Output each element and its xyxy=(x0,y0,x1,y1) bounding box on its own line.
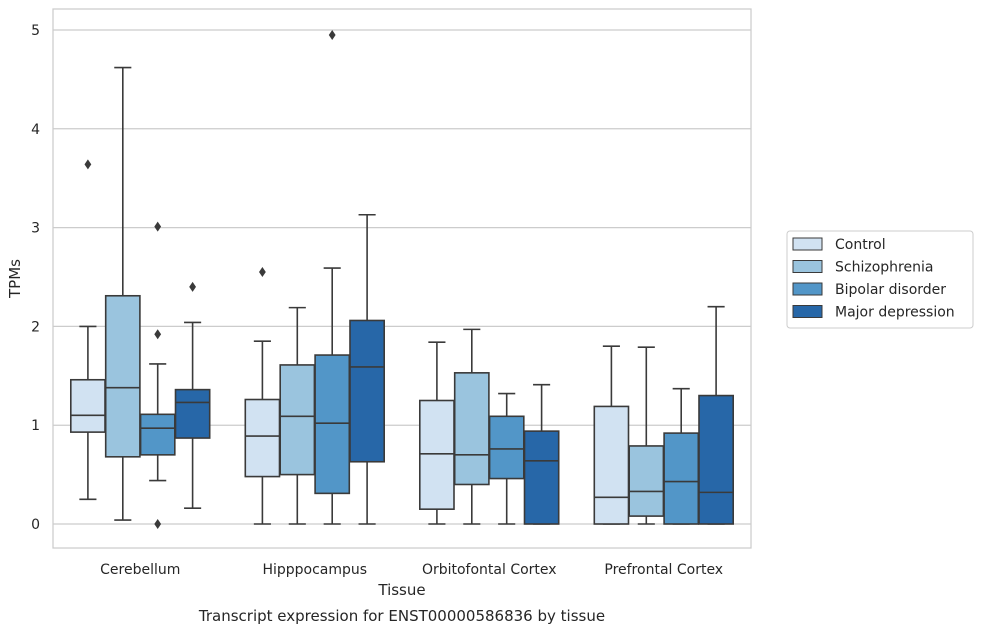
box-iqr xyxy=(628,445,665,517)
box-iqr xyxy=(453,372,490,486)
y-tick-label: 3 xyxy=(31,221,40,237)
box-major-depression xyxy=(349,213,386,525)
outlier-marker xyxy=(328,29,336,40)
legend-frame xyxy=(786,230,974,329)
box-schizophrenia xyxy=(628,346,665,525)
box-schizophrenia xyxy=(453,328,490,525)
box-iqr xyxy=(593,405,630,525)
legend-entry: Schizophrenia xyxy=(835,260,933,276)
box-control xyxy=(418,341,455,525)
y-tick-label: 2 xyxy=(31,319,40,335)
box-iqr xyxy=(349,319,386,463)
box-schizophrenia xyxy=(104,66,141,521)
box-iqr xyxy=(104,294,141,458)
box-bipolar-disorder xyxy=(663,387,700,525)
outlier-marker xyxy=(259,267,266,278)
legend-swatch xyxy=(792,237,823,251)
legend-entry: Control xyxy=(835,237,886,253)
legend-swatch xyxy=(792,305,823,318)
box-major-depression xyxy=(698,305,735,525)
legend-entry: Major depression xyxy=(835,305,955,321)
x-tick-label: Orbitofontal Cortex xyxy=(422,562,557,578)
chart-caption: Transcript expression for ENST0000058683… xyxy=(198,607,605,625)
x-tick-label: Prefrontal Cortex xyxy=(604,562,723,578)
box-bipolar-disorder xyxy=(314,29,351,525)
x-axis-label: Tissue xyxy=(377,581,425,599)
box-iqr xyxy=(663,432,700,525)
box-plot-marks xyxy=(69,29,735,529)
box-bipolar-disorder xyxy=(139,221,176,529)
box-major-depression xyxy=(174,281,211,509)
box-iqr xyxy=(314,354,351,495)
box-iqr xyxy=(698,394,735,525)
box-iqr xyxy=(279,364,316,476)
box-iqr xyxy=(69,378,106,433)
box-control xyxy=(593,345,630,525)
box-major-depression xyxy=(523,383,560,525)
box-bipolar-disorder xyxy=(488,392,525,525)
legend-entry: Bipolar disorder xyxy=(835,282,946,298)
y-axis-label: TPMs xyxy=(6,259,24,299)
outlier-marker xyxy=(154,221,162,232)
box-iqr xyxy=(174,388,211,439)
y-axis-ticks: 0 1 2 3 4 5 xyxy=(31,23,40,533)
box-iqr xyxy=(244,398,281,478)
box-iqr xyxy=(418,399,455,510)
legend-swatch xyxy=(792,282,823,296)
box-iqr xyxy=(139,413,176,456)
y-tick-label: 5 xyxy=(31,23,40,39)
plot-frame xyxy=(52,8,752,549)
outlier-marker xyxy=(154,329,162,340)
y-tick-label: 1 xyxy=(31,418,40,434)
outlier-marker xyxy=(84,159,92,170)
box-schizophrenia xyxy=(279,306,316,525)
box-control xyxy=(244,267,281,525)
x-axis-ticks: Cerebellum Hipppocampus Orbitofontal Corte… xyxy=(100,562,723,578)
x-tick-label: Hipppocampus xyxy=(262,562,367,578)
y-tick-label: 0 xyxy=(31,517,40,533)
outlier-marker xyxy=(189,281,196,292)
x-tick-label: Cerebellum xyxy=(100,562,180,578)
box-control xyxy=(69,159,106,501)
outlier-marker xyxy=(154,519,162,529)
y-tick-label: 4 xyxy=(31,122,40,138)
box-iqr xyxy=(488,415,525,480)
legend: Control Schizophrenia Bipolar disorder Majo… xyxy=(786,230,974,329)
legend-swatch xyxy=(792,260,823,273)
box-iqr xyxy=(523,430,560,525)
